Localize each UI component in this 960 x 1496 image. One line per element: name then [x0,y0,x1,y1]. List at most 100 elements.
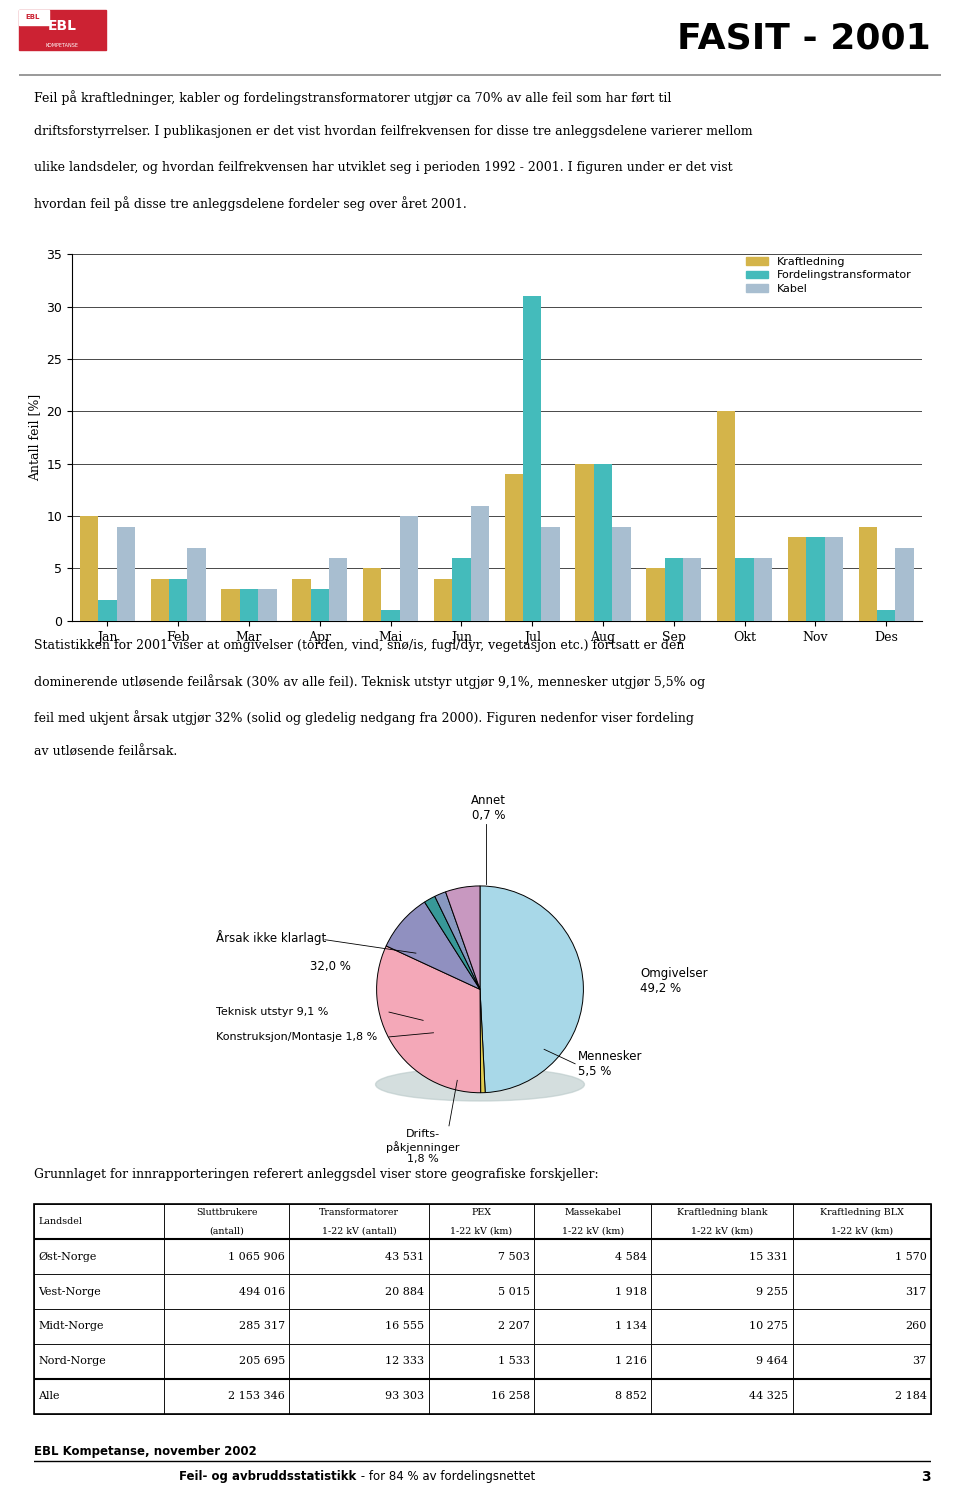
Text: Statistikken for 2001 viser at omgivelser (torden, vind, snø/is, fugl/dyr, veget: Statistikken for 2001 viser at omgivelse… [34,639,684,652]
Text: 20 884: 20 884 [385,1287,424,1297]
Text: 1 134: 1 134 [614,1321,647,1331]
Bar [793,1239,931,1275]
Bar [896,548,914,621]
Text: Massekabel: Massekabel [564,1207,621,1216]
Y-axis label: Antall feil [%]: Antall feil [%] [28,393,41,482]
Text: 44 325: 44 325 [750,1391,788,1402]
Bar [289,1204,428,1239]
Bar [428,1379,535,1414]
Bar [735,558,754,621]
Text: Kraftledning BLX: Kraftledning BLX [820,1207,904,1216]
Bar [164,1275,289,1309]
Text: Transformatorer: Transformatorer [319,1207,399,1216]
Bar [311,589,329,621]
Bar [34,1343,164,1379]
Bar [80,516,98,621]
Wedge shape [424,896,480,989]
Bar [363,568,381,621]
Bar [523,296,541,621]
Bar [428,1275,535,1309]
Bar [535,1343,651,1379]
Text: Alle: Alle [38,1391,60,1402]
Text: dominerende utløsende feilårsak (30% av alle feil). Teknisk utstyr utgjør 9,1%, : dominerende utløsende feilårsak (30% av … [34,675,705,690]
Text: 4 584: 4 584 [614,1252,647,1261]
Bar [164,1204,289,1239]
Text: 37: 37 [913,1357,926,1366]
Bar [151,579,169,621]
Text: - for 84 % av fordelingsnettet: - for 84 % av fordelingsnettet [357,1471,535,1483]
Bar [793,1379,931,1414]
Bar [169,579,187,621]
Wedge shape [445,886,480,989]
Bar [470,506,489,621]
Legend: Kraftledning, Fordelingstransformator, Kabel: Kraftledning, Fordelingstransformator, K… [741,253,916,298]
Wedge shape [386,902,480,989]
Text: 260: 260 [905,1321,926,1331]
Bar [428,1239,535,1275]
Text: Omgivelser
49,2 %: Omgivelser 49,2 % [640,966,708,995]
Text: 7 503: 7 503 [498,1252,530,1261]
Bar [34,1309,164,1343]
Text: FASIT - 2001: FASIT - 2001 [678,22,931,55]
Text: Feil på kraftledninger, kabler og fordelingstransformatorer utgjør ca 70% av all: Feil på kraftledninger, kabler og fordel… [34,90,671,105]
Wedge shape [435,892,480,989]
Text: Drifts-
påkjenninger
1,8 %: Drifts- påkjenninger 1,8 % [386,1129,460,1164]
Text: Annet
0,7 %: Annet 0,7 % [470,794,506,821]
Bar [34,1239,164,1275]
Bar [594,464,612,621]
Bar [164,1379,289,1414]
Text: Sluttbrukere: Sluttbrukere [196,1207,257,1216]
Text: 1 216: 1 216 [614,1357,647,1366]
Text: Vest-Norge: Vest-Norge [38,1287,101,1297]
Bar [505,474,523,621]
Bar [289,1275,428,1309]
Text: Konstruksjon/Montasje 1,8 %: Konstruksjon/Montasje 1,8 % [216,1032,377,1041]
Bar [289,1309,428,1343]
Text: 16 555: 16 555 [385,1321,424,1331]
Text: 15 331: 15 331 [750,1252,788,1261]
Text: Nord-Norge: Nord-Norge [38,1357,106,1366]
Text: Landsdel: Landsdel [38,1218,83,1227]
Bar [717,411,735,621]
Text: 9 255: 9 255 [756,1287,788,1297]
Bar [754,558,772,621]
Text: 1-22 kV (km): 1-22 kV (km) [450,1227,513,1236]
Text: (antall): (antall) [209,1227,244,1236]
Text: Midt-Norge: Midt-Norge [38,1321,104,1331]
Bar [793,1275,931,1309]
Text: 1-22 kV (km): 1-22 kV (km) [831,1227,893,1236]
Text: Teknisk utstyr 9,1 %: Teknisk utstyr 9,1 % [216,1007,328,1017]
Bar [258,589,276,621]
Text: driftsforstyrrelser. I publikasjonen er det vist hvordan feilfrekvensen for diss: driftsforstyrrelser. I publikasjonen er … [34,126,753,138]
Bar [535,1379,651,1414]
Text: av utløsende feilårsak.: av utløsende feilårsak. [34,745,177,758]
Bar [535,1275,651,1309]
Bar [664,558,683,621]
Bar [452,558,470,621]
Text: 1 918: 1 918 [614,1287,647,1297]
Bar [428,1343,535,1379]
Bar [535,1239,651,1275]
Bar [646,568,664,621]
Text: 10 275: 10 275 [750,1321,788,1331]
Bar [116,527,135,621]
Text: feil med ukjent årsak utgjør 32% (solid og gledelig nedgang fra 2000). Figuren n: feil med ukjent årsak utgjør 32% (solid … [34,711,693,724]
Bar [612,527,631,621]
Bar [651,1239,793,1275]
Text: 2 153 346: 2 153 346 [228,1391,285,1402]
Text: Kraftledning blank: Kraftledning blank [677,1207,767,1216]
Bar [222,589,240,621]
Text: Mennesker
5,5 %: Mennesker 5,5 % [578,1050,643,1077]
Bar [289,1239,428,1275]
Text: PEX: PEX [471,1207,492,1216]
Bar [877,610,896,621]
Bar [651,1379,793,1414]
Bar [329,558,348,621]
Bar [683,558,702,621]
Bar [428,1309,535,1343]
Bar [535,1204,651,1239]
Text: 43 531: 43 531 [385,1252,424,1261]
Text: Feil- og avbruddsstatistikk: Feil- og avbruddsstatistikk [180,1471,357,1483]
Text: 205 695: 205 695 [239,1357,285,1366]
Text: 1-22 kV (antall): 1-22 kV (antall) [322,1227,396,1236]
